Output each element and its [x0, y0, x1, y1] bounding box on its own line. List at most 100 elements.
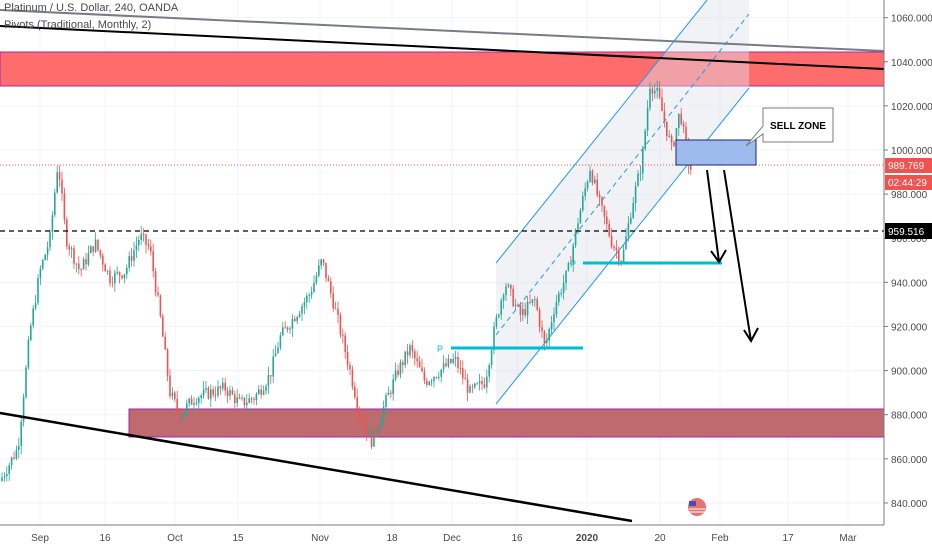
pivot-marker-lower: P: [437, 344, 443, 354]
candle-body: [344, 336, 346, 352]
candle-body: [515, 305, 517, 306]
candle-body: [244, 398, 246, 405]
candle-body: [431, 381, 433, 382]
sell-zone-box[interactable]: [676, 140, 756, 165]
candle-body: [383, 407, 385, 420]
candle-body: [512, 289, 514, 306]
candle-body: [157, 292, 159, 295]
candle-body: [25, 368, 27, 398]
candle-body: [484, 384, 486, 387]
candle-body: [256, 394, 258, 400]
candle-body: [20, 422, 22, 446]
x-tick-label: 16: [99, 533, 111, 544]
candle-body: [373, 429, 375, 447]
candle-body: [258, 389, 260, 394]
candle-body: [152, 251, 154, 271]
candle-body: [380, 420, 382, 427]
y-tick-label: 1040.000: [891, 58, 932, 69]
candle-body: [270, 375, 272, 376]
candle-body: [210, 389, 212, 398]
sell-zone-callout[interactable]: SELL ZONE: [746, 108, 833, 146]
candle-body: [472, 386, 474, 387]
candle-body: [608, 224, 610, 236]
candle-body: [95, 240, 97, 252]
candle-body: [587, 182, 589, 188]
candle-body: [637, 174, 639, 186]
candle-body: [668, 136, 670, 137]
candle-body: [678, 114, 680, 128]
candle-body: [49, 232, 51, 247]
candle-body: [128, 256, 130, 268]
candle-body: [162, 316, 164, 337]
candle-body: [644, 131, 646, 149]
candle-body: [260, 389, 262, 394]
candle-body: [455, 357, 457, 359]
candle-body: [371, 430, 373, 447]
candle-body: [428, 382, 430, 385]
candle-body: [359, 409, 361, 416]
candle-body: [654, 91, 656, 94]
candle-body: [296, 317, 298, 321]
x-tick-label: 15: [232, 533, 244, 544]
candle-body: [599, 195, 601, 197]
us-flag-icon[interactable]: [688, 498, 706, 516]
candle-body: [140, 234, 142, 240]
candle-body: [6, 474, 8, 476]
candle-body: [196, 403, 198, 404]
resistance-zone[interactable]: [0, 52, 884, 86]
candle-body: [520, 305, 522, 314]
symbol-title: Platinum / U.S. Dollar, 240, OANDA: [4, 2, 178, 14]
candle-body: [414, 351, 416, 358]
candle-body: [400, 362, 402, 375]
candle-body: [498, 315, 500, 317]
pivot-marker-upper: P: [570, 259, 576, 269]
candle-body: [623, 249, 625, 262]
candle-body: [392, 379, 394, 393]
candle-body: [426, 381, 428, 385]
candle-body: [284, 327, 286, 328]
down-arrow-short[interactable]: [707, 170, 726, 262]
candle-body: [479, 381, 481, 383]
candle-body: [294, 319, 296, 321]
candle-body: [640, 173, 642, 174]
candle-body: [186, 404, 188, 412]
candle-body: [234, 394, 236, 403]
candle-body: [160, 296, 162, 316]
candle-body: [397, 371, 399, 375]
candle-body: [690, 165, 692, 169]
candle-body: [563, 283, 565, 293]
candle-body: [580, 210, 582, 223]
candle-body: [78, 264, 80, 269]
candle-body: [378, 427, 380, 432]
candle-body: [188, 399, 190, 404]
candle-body: [172, 393, 174, 397]
candle-body: [460, 368, 462, 369]
candle-body: [11, 457, 13, 465]
candle-body: [476, 383, 478, 384]
candle-body: [272, 356, 274, 376]
candle-body: [364, 423, 366, 426]
candle-body: [575, 229, 577, 245]
candle-body: [481, 381, 483, 384]
candle-body: [589, 171, 591, 182]
candle-body: [181, 416, 183, 420]
candle-body: [203, 389, 205, 395]
candle-body: [239, 397, 241, 398]
candle-body: [227, 391, 229, 396]
candle-body: [148, 245, 150, 247]
candle-body: [83, 259, 85, 269]
support-zone[interactable]: [129, 409, 884, 437]
candle-body: [44, 255, 46, 260]
candle-body: [671, 136, 673, 143]
candle-body: [191, 399, 193, 405]
candle-body: [673, 142, 675, 145]
candle-body: [409, 345, 411, 355]
down-arrow-long[interactable]: [724, 170, 758, 341]
price-axis[interactable]: [884, 0, 932, 550]
candle-body: [385, 395, 387, 407]
candle-body: [347, 352, 349, 365]
candle-body: [616, 248, 618, 250]
candle-body: [313, 283, 315, 292]
candle-body: [59, 172, 61, 179]
